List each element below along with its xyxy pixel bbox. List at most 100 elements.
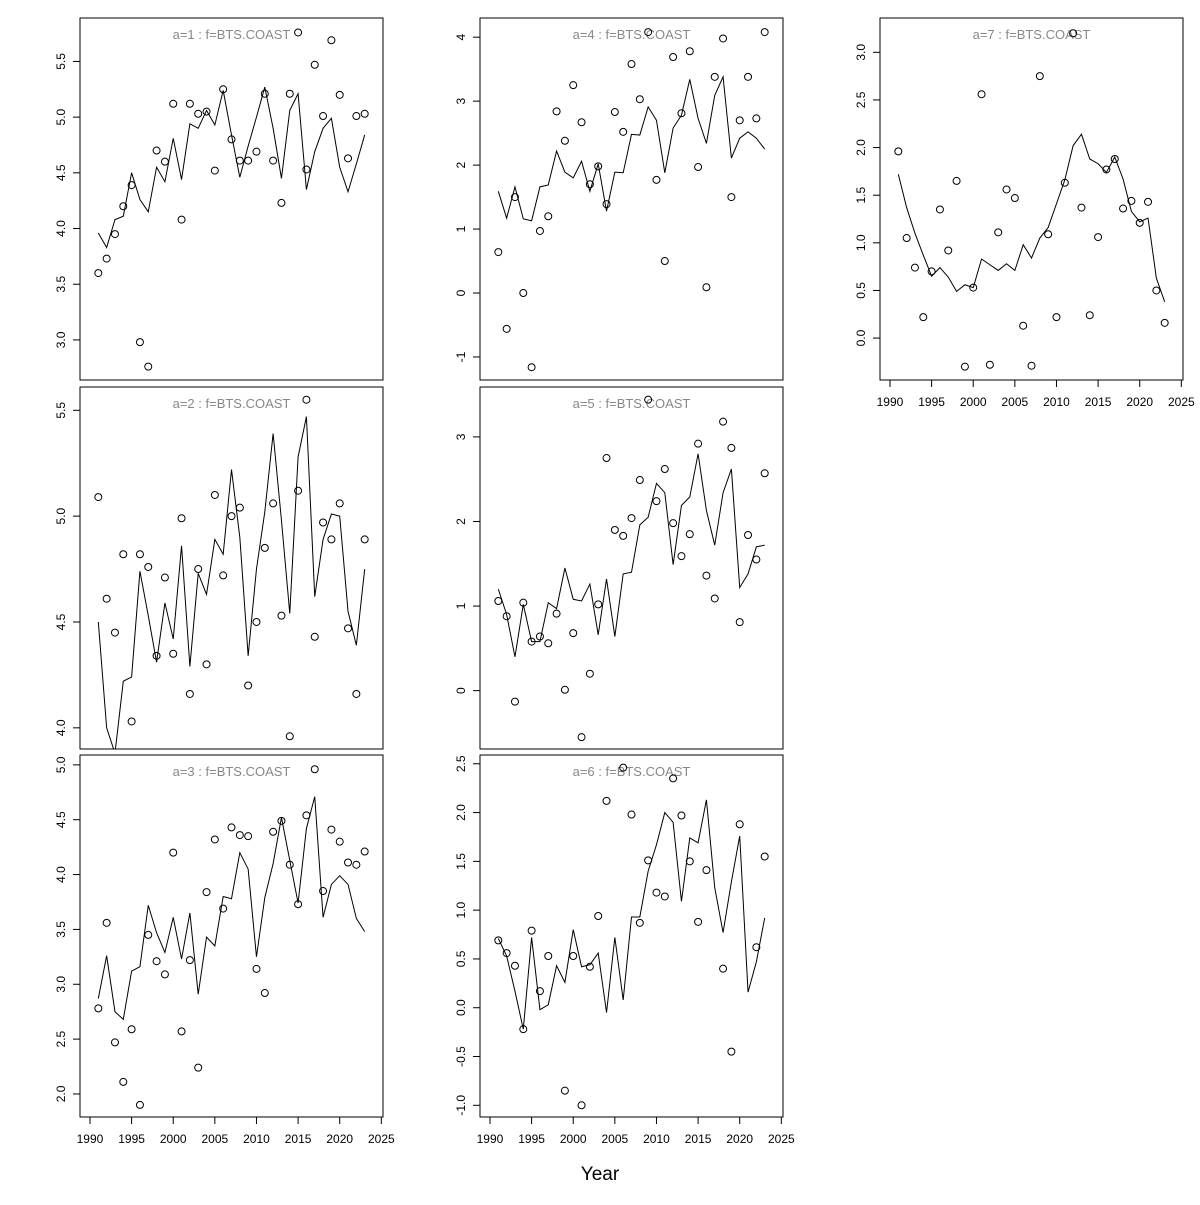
observed-point xyxy=(244,156,253,165)
observed-point xyxy=(627,810,636,819)
panel-frame xyxy=(479,386,784,750)
observed-point xyxy=(560,136,569,145)
observed-point xyxy=(744,72,753,81)
observed-point xyxy=(644,395,653,404)
y-tick-label: 2.5 xyxy=(854,91,868,108)
observed-point xyxy=(752,943,761,952)
observed-point xyxy=(677,811,686,820)
observed-point xyxy=(127,1025,136,1034)
y-tick-label: 2.5 xyxy=(454,755,468,772)
observed-point xyxy=(135,550,144,559)
observed-point xyxy=(327,36,336,45)
plot-area xyxy=(94,28,369,371)
observed-point xyxy=(669,774,678,783)
observed-point xyxy=(494,596,503,605)
observed-point xyxy=(1160,318,1169,327)
observed-point xyxy=(710,72,719,81)
y-tick-label: -1 xyxy=(454,351,468,362)
observed-point xyxy=(169,99,178,108)
y-tick-label: 1.0 xyxy=(854,234,868,251)
observed-point xyxy=(760,852,769,861)
observed-point xyxy=(360,109,369,118)
y-tick-label: 4.5 xyxy=(54,811,68,828)
observed-point xyxy=(1127,196,1136,205)
y-tick-label: 2.5 xyxy=(54,1030,68,1047)
observed-point xyxy=(560,685,569,694)
observed-point xyxy=(135,1100,144,1109)
y-tick-label: 2.0 xyxy=(854,139,868,156)
y-tick-label: 0.0 xyxy=(454,999,468,1016)
observed-point xyxy=(752,114,761,123)
observed-point xyxy=(144,930,153,939)
panel-frame xyxy=(79,754,384,1118)
observed-point xyxy=(619,531,628,540)
observed-point xyxy=(735,116,744,125)
fitted-line xyxy=(97,86,366,249)
observed-point xyxy=(227,512,236,521)
observed-point xyxy=(585,669,594,678)
observed-point xyxy=(660,892,669,901)
observed-point xyxy=(319,112,328,121)
x-tick-label: 2005 xyxy=(1002,395,1029,409)
observed-point xyxy=(335,837,344,846)
y-tick-label: -0.5 xyxy=(454,1046,468,1067)
x-tick-label: 2000 xyxy=(960,395,987,409)
observed-point xyxy=(727,443,736,452)
x-tick-label: 2025 xyxy=(768,1132,795,1146)
observed-point xyxy=(285,732,294,741)
observed-point xyxy=(1110,154,1119,163)
observed-point xyxy=(1085,311,1094,320)
observed-point xyxy=(235,831,244,840)
x-tick-label: 1995 xyxy=(918,395,945,409)
observed-point xyxy=(110,1038,119,1047)
x-tick-label: 2010 xyxy=(643,1132,670,1146)
x-tick-label: 2005 xyxy=(602,1132,629,1146)
observed-point xyxy=(102,918,111,927)
observed-point xyxy=(285,860,294,869)
y-tick-label: 4.5 xyxy=(54,613,68,630)
fitted-line xyxy=(497,799,766,1030)
observed-point xyxy=(627,60,636,69)
x-tick-label: 2000 xyxy=(160,1132,187,1146)
observed-point xyxy=(327,535,336,544)
panel: a=3 : f=BTS.COAST 2.0 2.5 3.0 3.5 4.0 4.5 5.0 19… xyxy=(54,754,395,1146)
observed-point xyxy=(219,904,228,913)
observed-point xyxy=(919,313,928,322)
observed-point xyxy=(127,181,136,190)
observed-point xyxy=(577,118,586,127)
observed-point xyxy=(994,228,1003,237)
observed-point xyxy=(1144,197,1153,206)
y-tick-label: 0 xyxy=(454,687,468,694)
observed-point xyxy=(510,697,519,706)
x-tick-label: 2025 xyxy=(368,1132,395,1146)
observed-point xyxy=(660,465,669,474)
y-tick-label: 0 xyxy=(454,289,468,296)
observed-point xyxy=(102,594,111,603)
y-tick-label: 3 xyxy=(454,97,468,104)
observed-point xyxy=(635,95,644,104)
observed-point xyxy=(552,107,561,116)
fitted-line xyxy=(897,133,1166,303)
observed-point xyxy=(177,514,186,523)
x-tick-label: 2015 xyxy=(1085,395,1112,409)
observed-point xyxy=(719,964,728,973)
observed-point xyxy=(894,147,903,156)
observed-point xyxy=(527,926,536,935)
observed-point xyxy=(277,198,286,207)
observed-point xyxy=(685,857,694,866)
observed-point xyxy=(727,1047,736,1056)
y-tick-label: 5.0 xyxy=(54,507,68,524)
plot-area xyxy=(494,28,769,372)
observed-point xyxy=(535,987,544,996)
fitted-line xyxy=(97,796,366,1021)
observed-point xyxy=(302,395,311,404)
observed-point xyxy=(735,618,744,627)
observed-point xyxy=(152,146,161,155)
observed-point xyxy=(569,629,578,638)
observed-point xyxy=(177,215,186,224)
observed-point xyxy=(569,81,578,90)
x-tick-label: 2020 xyxy=(1126,395,1153,409)
fitted-line xyxy=(497,74,766,222)
observed-point xyxy=(969,283,978,292)
